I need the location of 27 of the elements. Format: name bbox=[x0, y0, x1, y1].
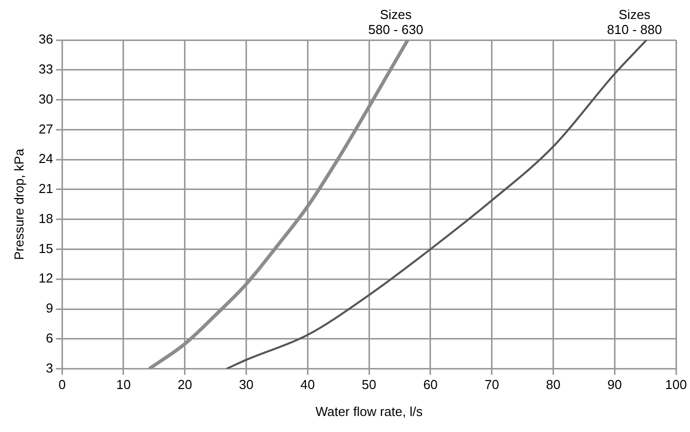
x-tick-label: 0 bbox=[58, 377, 66, 392]
x-tick-label: 60 bbox=[423, 377, 438, 392]
y-tick-label: 33 bbox=[38, 61, 54, 76]
y-tick-label: 27 bbox=[38, 121, 54, 136]
x-tick-label: 100 bbox=[665, 377, 687, 392]
x-tick-label: 30 bbox=[239, 377, 254, 392]
x-tick-label: 80 bbox=[546, 377, 560, 392]
x-tick-label: 10 bbox=[116, 377, 131, 392]
x-tick-label: 90 bbox=[607, 377, 622, 392]
y-tick-label: 3 bbox=[46, 360, 54, 376]
y-tick-label: 21 bbox=[38, 181, 54, 196]
series-label: Sizes 810 - 880 bbox=[607, 7, 662, 37]
y-tick-label: 9 bbox=[46, 300, 54, 316]
y-tick-label: 12 bbox=[38, 270, 54, 286]
x-tick-label: 20 bbox=[178, 377, 192, 392]
y-tick-label: 18 bbox=[38, 210, 54, 226]
y-tick-label: 6 bbox=[46, 330, 54, 346]
y-tick-label: 15 bbox=[38, 240, 54, 256]
y-tick-label: 30 bbox=[38, 91, 54, 106]
y-axis-title: Pressure drop, kPa bbox=[11, 148, 26, 260]
x-tick-label: 50 bbox=[362, 377, 376, 392]
series-label: Sizes 580 - 630 bbox=[368, 7, 424, 37]
x-axis-title: Water flow rate, l/s bbox=[315, 404, 424, 419]
x-tick-label: 40 bbox=[300, 377, 315, 392]
x-tick-label: 70 bbox=[484, 377, 500, 392]
y-tick-label: 36 bbox=[38, 32, 54, 47]
y-tick-label: 24 bbox=[38, 151, 54, 166]
